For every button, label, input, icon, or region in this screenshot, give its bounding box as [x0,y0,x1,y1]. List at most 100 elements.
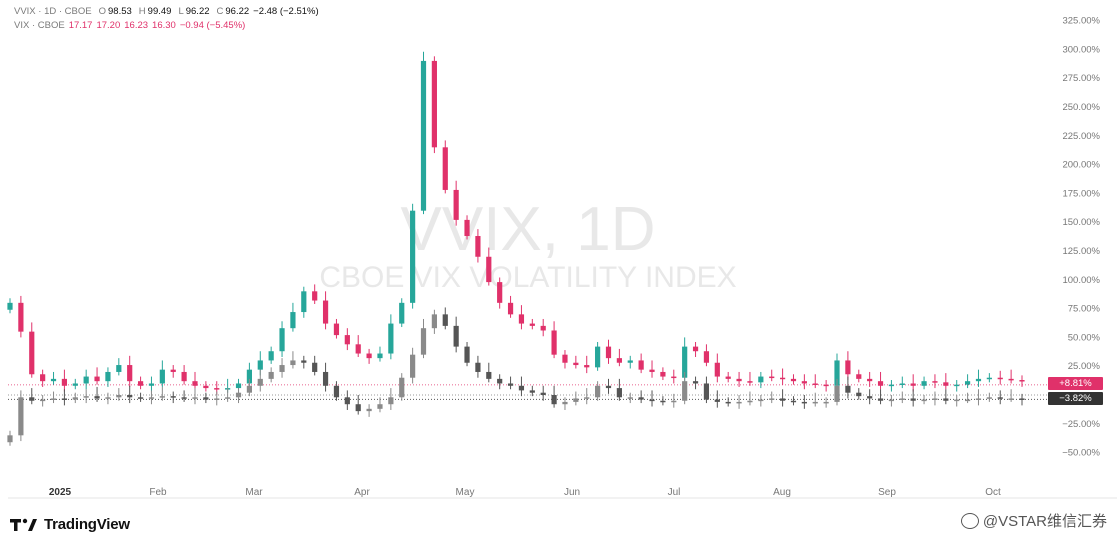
vvix-candle [703,383,710,400]
vix-candle [50,378,57,382]
vvix-candle [714,399,720,402]
vix-candle [486,256,492,283]
vix-candle [627,360,633,363]
vix-candle [377,353,383,359]
watermark-title: VVIX, 1D [401,195,656,264]
vix-candle [279,328,285,352]
vvix-candle [518,385,525,391]
vvix-candle [50,398,57,400]
y-tick-label: 300.00% [1062,44,1100,55]
vix-candle [420,60,427,211]
vvix-candle [769,398,775,400]
vvix-candle [431,314,437,329]
vix-candle [584,365,590,368]
vix-candle [410,210,416,303]
vix-candle [268,351,274,361]
y-tick-label: −25.00% [1062,419,1100,430]
vix-candle [812,383,818,385]
y-tick-label: −50.00% [1062,448,1100,459]
y-tick-label: 175.00% [1062,188,1100,199]
vvix-candle [627,397,633,399]
y-tick-label: 325.00% [1062,16,1100,27]
y-tick-label: 50.00% [1068,332,1101,343]
x-tick-label: May [456,487,475,498]
vix-candle [975,378,982,382]
vvix-candle [943,398,949,401]
vvix-candle [475,362,481,372]
vvix-candle [910,398,916,401]
vix-candle [867,378,873,382]
vvix-candle [921,399,927,402]
vvix-candle [747,400,753,403]
vvix-candle [301,360,307,363]
grid [8,384,1117,499]
vix-candle [322,300,329,324]
legend-vvix-high: 99.49 [147,6,172,17]
x-tick-label: Oct [985,487,1001,498]
vix-candle [235,383,242,389]
vix-candle [442,147,448,190]
credit-text: @VSTAR维信汇券 [982,513,1107,530]
vix-candle [246,369,252,384]
vix-candle [312,291,318,301]
x-tick-label: Jun [564,487,580,498]
vvix-candle [562,401,568,405]
x-tick-label: Jul [668,487,681,498]
vix-candle [823,384,829,387]
vix-candle [703,351,710,363]
vix-series [7,51,1025,395]
vix-candle [692,346,699,352]
vix-candle [7,302,13,310]
vix-candle [725,376,731,379]
x-tick-label: 2025 [49,487,72,498]
vix-last-badge: +8.81% [1048,377,1103,390]
vvix-candle [812,401,818,404]
vix-candle [507,302,514,315]
vvix-candle [203,397,209,400]
vix-candle [899,383,905,385]
vvix-candle [834,385,840,402]
vvix-candle [540,392,546,395]
vvix-candle [29,397,35,401]
vix-candle [529,323,535,326]
x-tick-label: Feb [149,487,167,498]
y-tick-label: 75.00% [1068,304,1101,315]
vvix-candle [420,328,427,355]
y-tick-label: 250.00% [1062,102,1100,113]
vix-candle [72,383,78,386]
tradingview-logo[interactable]: TradingView [10,516,130,533]
vix-candle [61,378,68,386]
vix-candle [790,378,797,382]
vix-candle [333,323,340,336]
vvix-candle [181,397,187,399]
vix-candle [203,385,209,389]
vvix-candle [279,365,285,372]
x-tick-label: Sep [878,487,896,498]
x-tick-label: Aug [773,487,791,498]
vvix-candle [377,404,383,409]
x-axis: 2025 Feb Mar Apr May Jun Jul Aug Sep Oct [49,487,1001,498]
vvix-candle [116,395,122,398]
vvix-candle [290,360,296,366]
vix-candle [388,323,394,354]
vvix-candle [595,385,601,398]
vix-candle [540,325,546,331]
vvix-candle [257,378,263,386]
vix-candle [453,189,459,220]
vvix-candle [975,398,982,400]
vix-candle [573,362,579,366]
vvix-candle [877,398,884,401]
vix-candle [845,360,851,375]
vix-candle [616,358,622,363]
vix-candle [638,360,644,370]
vvix-candle [497,378,503,384]
vix-candle [355,344,361,354]
legend-vix-open: 17.17 [68,20,93,31]
vvix-candle [682,381,688,401]
vvix-candle [954,399,960,402]
vix-candle [257,360,263,370]
vvix-candle [551,395,557,405]
